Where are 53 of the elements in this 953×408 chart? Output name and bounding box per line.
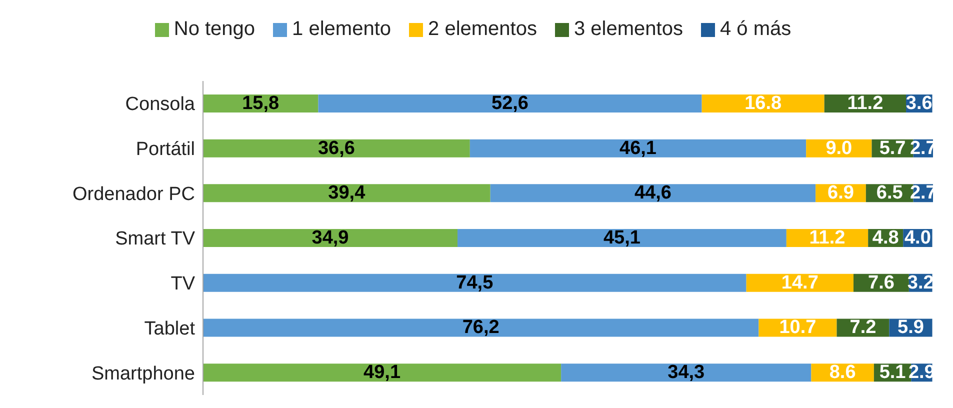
legend-label: 2 elementos (428, 18, 537, 41)
data-label: 44,6 (634, 182, 672, 204)
data-label: 34,9 (312, 228, 349, 249)
bar (470, 139, 806, 158)
bar (203, 229, 458, 248)
data-label: 4.8 (872, 228, 899, 249)
y-tick-label: Consola (125, 94, 196, 116)
data-label: 16.8 (744, 92, 782, 114)
data-label: 3.2 (907, 272, 934, 294)
y-tick-label: Portátil (136, 139, 195, 160)
data-label: 8.6 (829, 362, 856, 384)
bar (203, 139, 470, 158)
data-label: 34,3 (668, 362, 705, 384)
y-tick-label: Ordenador PC (72, 184, 195, 205)
data-label: 9.0 (826, 138, 852, 159)
data-label: 6.9 (828, 182, 854, 204)
legend-label: 1 elemento (292, 18, 392, 41)
bar (490, 184, 816, 202)
data-label: 3.6 (906, 92, 932, 114)
legend-label: 3 elementos (574, 18, 683, 41)
bar (318, 94, 702, 112)
data-label: 14.7 (781, 272, 818, 294)
bar (203, 318, 759, 337)
data-label: 39,4 (328, 182, 366, 204)
legend-label: No tengo (174, 18, 256, 41)
data-label: 74,5 (456, 272, 494, 294)
data-label: 76,2 (462, 317, 500, 338)
data-label: 15,8 (242, 92, 280, 114)
data-label: 36,6 (318, 138, 355, 159)
bar (561, 364, 812, 382)
data-label: 10.7 (779, 317, 816, 338)
data-label: 4.0 (904, 228, 931, 249)
data-label: 52,6 (492, 92, 529, 114)
data-label: 45,1 (603, 228, 641, 249)
data-label: 7.6 (868, 272, 894, 294)
bar (458, 229, 786, 248)
y-tick-label: Smartphone (91, 363, 195, 384)
data-label: 7.2 (850, 317, 876, 338)
bar (203, 184, 490, 202)
data-label: 46,1 (620, 138, 657, 159)
data-label: 5.7 (879, 138, 906, 159)
data-label: 5.1 (879, 362, 906, 384)
data-label: 11.2 (847, 92, 884, 114)
data-label: 11.2 (809, 228, 846, 249)
legend-label: 4 ó más (720, 18, 792, 41)
data-label: 49,1 (364, 362, 401, 384)
y-tick-label: Tablet (144, 318, 196, 340)
y-tick-label: Smart TV (115, 228, 196, 250)
bar (203, 364, 562, 382)
data-label: 5.9 (898, 317, 924, 338)
data-label: 6.5 (876, 182, 904, 204)
bar (203, 274, 746, 292)
y-tick-label: TV (170, 274, 196, 295)
